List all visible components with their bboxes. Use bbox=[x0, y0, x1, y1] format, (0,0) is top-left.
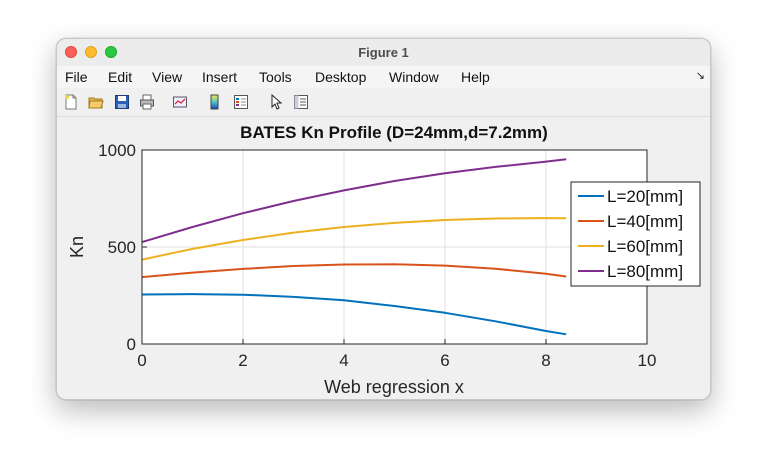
print-icon[interactable] bbox=[139, 94, 155, 110]
legend-entry-label: L=20[mm] bbox=[607, 187, 683, 206]
figure-window: Figure 1 File Edit View Insert Tools Des… bbox=[56, 38, 711, 400]
chart-title: BATES Kn Profile (D=24mm,d=7.2mm) bbox=[240, 123, 548, 142]
x-tick-label: 10 bbox=[638, 351, 657, 370]
y-tick-label: 0 bbox=[127, 335, 136, 354]
save-icon[interactable] bbox=[114, 94, 130, 110]
legend-entry-label: L=40[mm] bbox=[607, 212, 683, 231]
colorbar-icon[interactable] bbox=[207, 94, 223, 110]
legend[interactable]: L=20[mm] L=40[mm] L=60[mm] L=80[mm] bbox=[570, 181, 701, 287]
legend-entry-label: L=80[mm] bbox=[607, 262, 683, 281]
dock-arrow-icon[interactable]: ↘ bbox=[695, 70, 705, 82]
x-tick-label: 4 bbox=[339, 351, 348, 370]
legend-box bbox=[570, 181, 701, 287]
kn-profile-chart[interactable]: BATES Kn Profile (D=24mm,d=7.2mm) 0 2 4 6 8 1… bbox=[57, 117, 710, 399]
x-tick-label: 2 bbox=[238, 351, 247, 370]
close-button[interactable] bbox=[65, 46, 77, 58]
x-tick-label: 0 bbox=[137, 351, 146, 370]
menu-view[interactable]: View bbox=[152, 69, 183, 85]
x-axis-label: Web regression x bbox=[324, 377, 464, 397]
series-line-4 bbox=[141, 158, 567, 244]
menu-bar: File Edit View Insert Tools Desktop Wind… bbox=[57, 66, 710, 88]
pointer-icon[interactable] bbox=[268, 94, 284, 110]
series-lines bbox=[141, 158, 567, 336]
series-line-2 bbox=[141, 263, 567, 279]
menu-tools[interactable]: Tools bbox=[259, 69, 292, 85]
y-axis-label: Kn bbox=[67, 236, 87, 258]
property-inspector-icon[interactable] bbox=[293, 94, 309, 110]
minimize-button[interactable] bbox=[85, 46, 97, 58]
series-line-3 bbox=[141, 217, 567, 261]
legend-icon[interactable] bbox=[233, 94, 249, 110]
menu-insert[interactable]: Insert bbox=[202, 69, 238, 85]
axis-ticks: 0 2 4 6 8 10 0 500 1000 bbox=[98, 141, 656, 370]
maximize-button[interactable] bbox=[105, 46, 117, 58]
link-plot-icon[interactable] bbox=[172, 94, 188, 110]
menu-window[interactable]: Window bbox=[389, 69, 439, 85]
title-bar[interactable]: Figure 1 bbox=[57, 39, 710, 66]
x-tick-label: 6 bbox=[440, 351, 449, 370]
series-line-1 bbox=[141, 293, 567, 336]
menu-file[interactable]: File bbox=[65, 69, 88, 85]
figure-canvas: BATES Kn Profile (D=24mm,d=7.2mm) 0 2 4 6 8 1… bbox=[57, 117, 710, 399]
menu-edit[interactable]: Edit bbox=[108, 69, 133, 85]
y-tick-label: 1000 bbox=[98, 141, 136, 160]
menu-desktop[interactable]: Desktop bbox=[315, 69, 367, 85]
open-folder-icon[interactable] bbox=[88, 94, 104, 110]
x-tick-label: 8 bbox=[541, 351, 550, 370]
legend-entry-label: L=60[mm] bbox=[607, 237, 683, 256]
window-title: Figure 1 bbox=[358, 45, 409, 60]
toolbar bbox=[57, 88, 710, 117]
y-tick-label: 500 bbox=[108, 238, 136, 257]
new-figure-icon[interactable] bbox=[63, 94, 79, 110]
menu-help[interactable]: Help bbox=[461, 69, 490, 85]
